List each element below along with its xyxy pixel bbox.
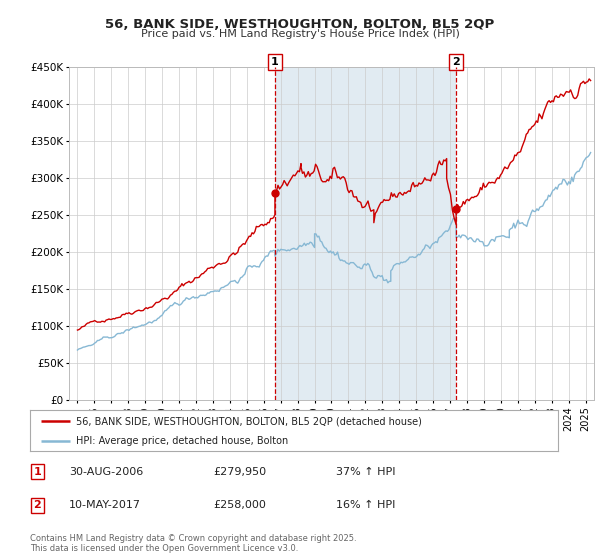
Text: 30-AUG-2006: 30-AUG-2006	[69, 466, 143, 477]
Text: £258,000: £258,000	[213, 500, 266, 510]
Text: 56, BANK SIDE, WESTHOUGHTON, BOLTON, BL5 2QP (detached house): 56, BANK SIDE, WESTHOUGHTON, BOLTON, BL5…	[76, 417, 422, 426]
Text: 56, BANK SIDE, WESTHOUGHTON, BOLTON, BL5 2QP: 56, BANK SIDE, WESTHOUGHTON, BOLTON, BL5…	[106, 18, 494, 31]
Text: 1: 1	[34, 466, 41, 477]
Text: £279,950: £279,950	[213, 466, 266, 477]
Text: Contains HM Land Registry data © Crown copyright and database right 2025.
This d: Contains HM Land Registry data © Crown c…	[30, 534, 356, 553]
Text: 2: 2	[452, 57, 460, 67]
Text: HPI: Average price, detached house, Bolton: HPI: Average price, detached house, Bolt…	[76, 436, 289, 446]
Text: Price paid vs. HM Land Registry's House Price Index (HPI): Price paid vs. HM Land Registry's House …	[140, 29, 460, 39]
Text: 2: 2	[34, 500, 41, 510]
Text: 10-MAY-2017: 10-MAY-2017	[69, 500, 141, 510]
Text: 37% ↑ HPI: 37% ↑ HPI	[336, 466, 395, 477]
Bar	[275, 67, 456, 400]
Text: 1: 1	[271, 57, 279, 67]
Text: 16% ↑ HPI: 16% ↑ HPI	[336, 500, 395, 510]
